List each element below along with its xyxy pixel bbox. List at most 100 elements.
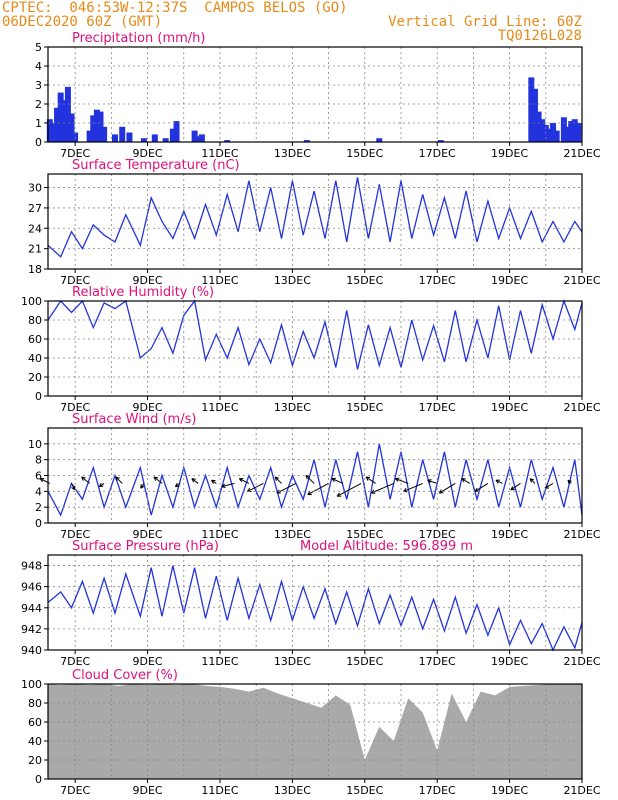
humidity-xtick-label: 17DEC: [419, 401, 456, 414]
wind-vector: [365, 476, 376, 484]
precipitation-bar: [50, 123, 57, 142]
precipitation-bar: [57, 92, 64, 142]
wind-vector-head: [81, 476, 86, 481]
precipitation-xtick-label: 15DEC: [346, 147, 383, 160]
wind-vector: [427, 479, 438, 484]
temperature-ytick-label: 18: [28, 263, 42, 276]
temperature-xtick-label: 13DEC: [274, 274, 311, 287]
precipitation-bar: [224, 140, 231, 142]
pressure-ytick-label: 940: [21, 644, 42, 657]
wind-vector: [544, 482, 554, 489]
humidity-xtick-label: 19DEC: [491, 401, 528, 414]
wind-vector: [331, 478, 344, 484]
wind-vector-head: [305, 474, 311, 480]
wind-ytick-label: 6: [35, 470, 42, 483]
humidity-frame: [47, 300, 583, 397]
humidity-line: [47, 298, 583, 370]
wind-vector: [336, 482, 362, 497]
pressure-ytick-label: 942: [21, 623, 42, 636]
wind-vector: [529, 478, 536, 484]
precipitation-bar: [111, 134, 118, 142]
wind-vector-head: [238, 478, 244, 483]
wind-vector-head: [221, 483, 226, 489]
precipitation-bar: [61, 100, 68, 142]
temperature-xtick-label: 9DEC: [133, 274, 163, 287]
pressure-annotation: Model Altitude: 596.899 m: [300, 539, 473, 554]
wind-vector: [153, 476, 163, 484]
cloud-cover-xtick-label: 15DEC: [346, 784, 383, 797]
precipitation-ytick-label: 5: [35, 41, 42, 54]
wind-vector-head: [276, 489, 281, 494]
temperature-xtick-label: 11DEC: [201, 274, 238, 287]
wind-vector: [403, 482, 423, 492]
precipitation-bar: [93, 109, 100, 142]
header-model-code: TQ0126L028: [497, 28, 582, 44]
wind-line: [47, 443, 583, 517]
humidity-xtick-label: 7DEC: [60, 401, 90, 414]
precipitation-bar: [553, 130, 560, 142]
precipitation-bar: [54, 107, 61, 142]
precipitation-bar: [68, 113, 75, 142]
wind-xtick-label: 7DEC: [60, 528, 90, 541]
precipitation-bar: [528, 77, 535, 142]
wind-vector: [307, 482, 329, 496]
precipitation-bar: [531, 88, 538, 142]
cloud-cover-area: [48, 684, 582, 779]
precipitation-bar: [90, 115, 97, 142]
wind-vector: [239, 478, 250, 484]
pressure-xtick-label: 17DEC: [419, 655, 456, 668]
precipitation-bar: [539, 119, 546, 142]
precipitation-bar: [173, 121, 180, 142]
precipitation-xtick-label: 7DEC: [60, 147, 90, 160]
pressure-xtick-label: 9DEC: [133, 655, 163, 668]
wind-vector-head: [115, 476, 120, 481]
cloud-cover-xtick-label: 21DEC: [563, 784, 600, 797]
precipitation-bar: [86, 130, 93, 142]
wind-vector-head: [191, 478, 196, 483]
wind-ytick-label: 2: [35, 501, 42, 514]
pressure-xtick-label: 13DEC: [274, 655, 311, 668]
precipitation-bar: [126, 132, 133, 142]
wind-vector-head: [370, 489, 376, 494]
humidity-ytick-label: 40: [28, 352, 42, 365]
precipitation-bar: [101, 126, 108, 142]
pressure-frame: [47, 554, 583, 651]
wind-xtick-label: 15DEC: [346, 528, 383, 541]
precipitation-bar: [198, 134, 205, 142]
wind-vector-head: [140, 484, 145, 489]
humidity-xtick-label: 15DEC: [346, 401, 383, 414]
precipitation-xtick-label: 11DEC: [201, 147, 238, 160]
wind-vector-head: [174, 482, 180, 488]
temperature-ytick-label: 27: [28, 202, 42, 215]
wind-vector-head: [98, 482, 104, 488]
cloud-cover-xtick-label: 9DEC: [133, 784, 163, 797]
humidity-xtick-label: 9DEC: [133, 401, 163, 414]
temperature-ytick-label: 21: [28, 243, 42, 256]
precipitation-bar: [437, 140, 444, 142]
pressure-xtick-label: 7DEC: [60, 655, 90, 668]
precipitation-bar: [119, 126, 126, 142]
precipitation-bar: [550, 123, 557, 142]
wind-vector: [221, 482, 235, 488]
cloud-cover-frame: [47, 683, 583, 780]
wind-frame: [47, 427, 583, 524]
cloud-cover-xtick-label: 17DEC: [419, 784, 456, 797]
cloud-cover-ytick-label: 40: [28, 735, 42, 748]
precipitation-bar: [46, 119, 53, 142]
precipitation-bar: [546, 128, 553, 142]
pressure-ytick-label: 946: [21, 581, 42, 594]
wind-vector: [115, 476, 123, 484]
precipitation-bar: [564, 126, 571, 142]
wind-vector-head: [395, 477, 400, 482]
wind-vector-head: [331, 477, 336, 483]
wind-vector: [305, 475, 315, 484]
cloud-cover-xtick-label: 11DEC: [201, 784, 238, 797]
precipitation-bar: [571, 119, 578, 142]
temperature-frame: [47, 173, 583, 270]
temperature-xtick-label: 15DEC: [346, 274, 383, 287]
pressure-xtick-label: 11DEC: [201, 655, 238, 668]
wind-vector-head: [39, 478, 45, 483]
wind-vector-head: [495, 479, 500, 484]
wind-vector: [81, 476, 90, 484]
wind-vector-head: [461, 478, 466, 483]
